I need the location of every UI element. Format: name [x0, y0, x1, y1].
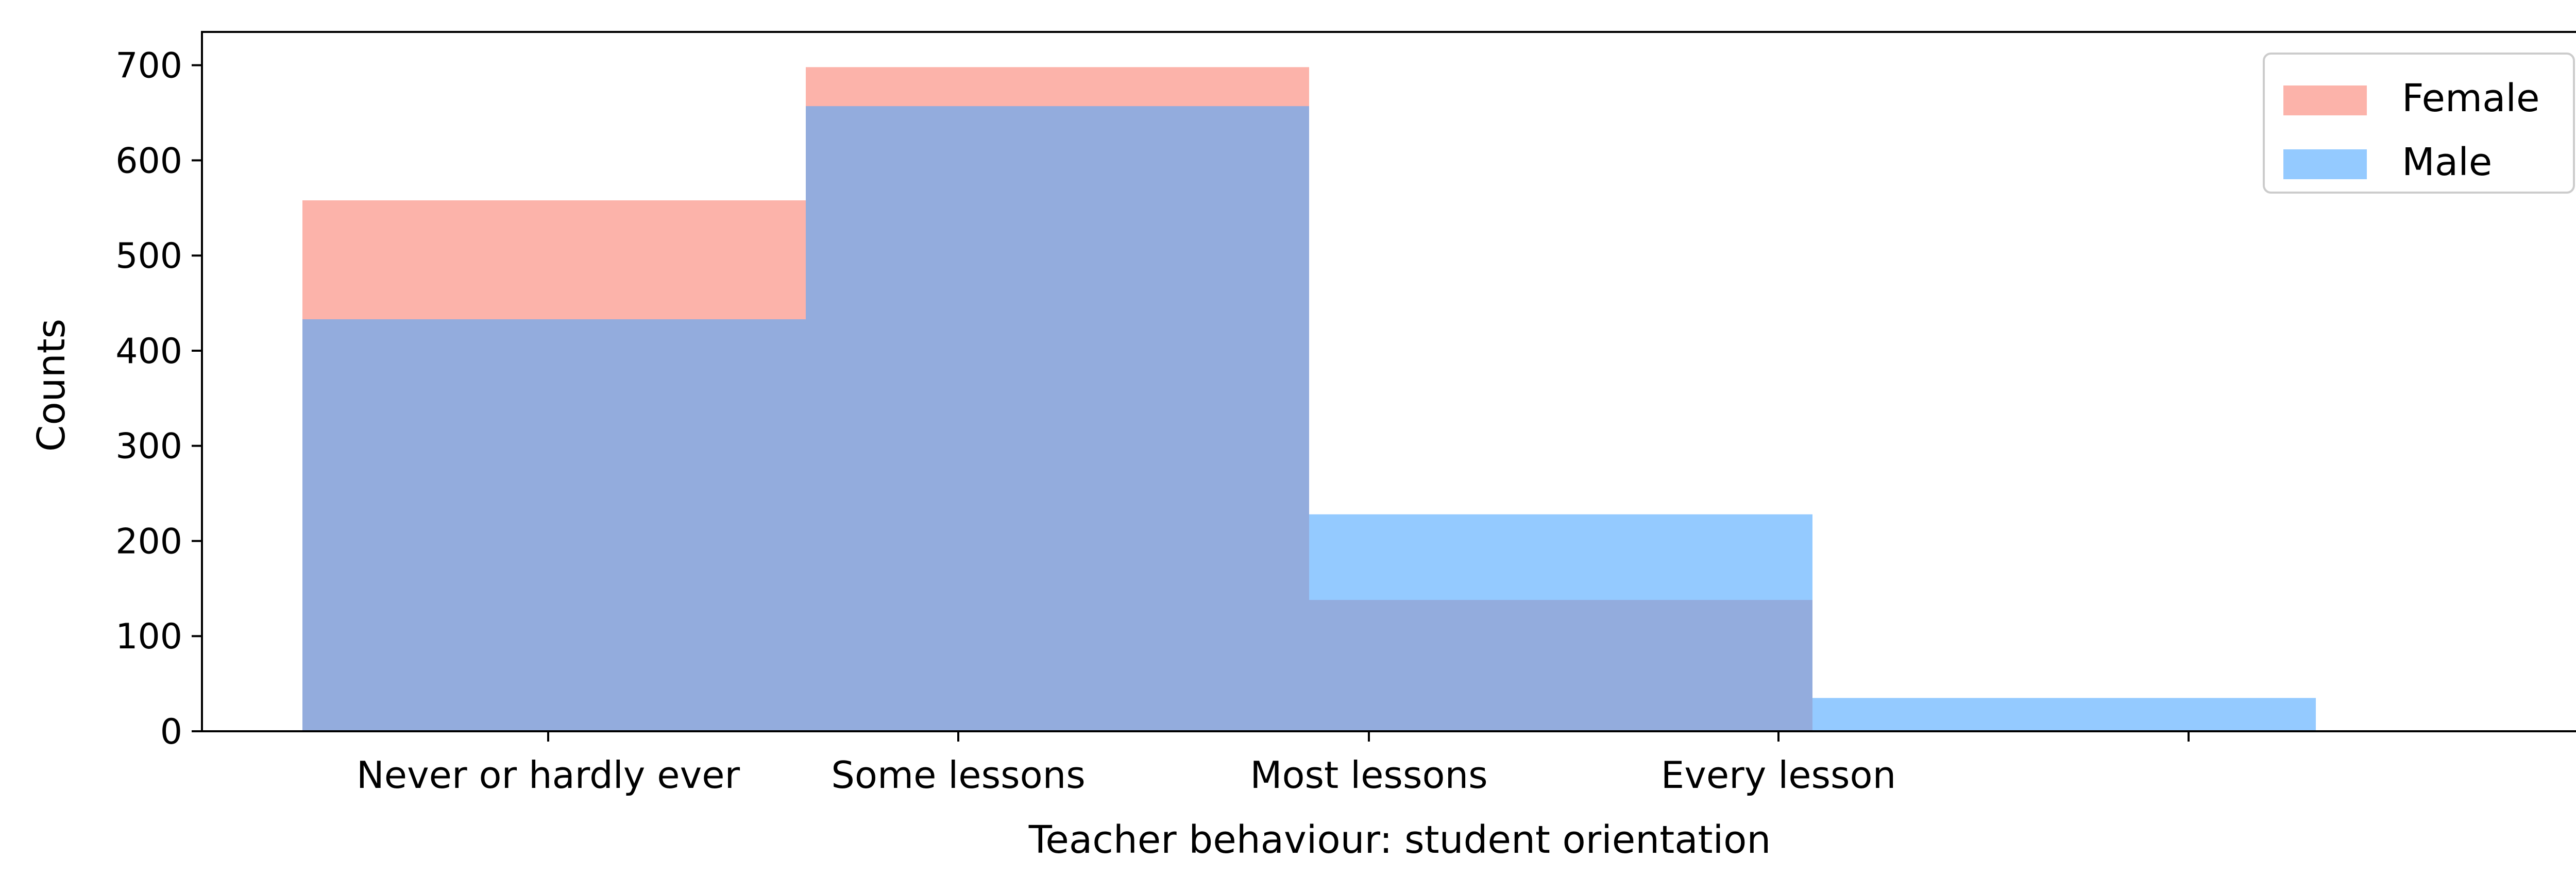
x-tick-label-0: Never or hardly ever: [357, 753, 740, 797]
x-tick-label-2: Most lessons: [1250, 753, 1487, 797]
y-tick-label-5: 500: [115, 236, 182, 277]
legend-label-male: Male: [2402, 140, 2492, 184]
y-tick-label-6: 600: [115, 141, 182, 181]
x-axis-title: Teacher behaviour: student orientation: [1028, 818, 1771, 862]
bars-layer: [302, 67, 2316, 732]
bar-male-3: [1812, 698, 2316, 731]
bar-male-1: [806, 106, 1309, 732]
legend-swatch-female: [2283, 85, 2367, 115]
y-tick-label-0: 0: [160, 712, 182, 752]
y-axis-title: Counts: [29, 319, 74, 452]
axes-layer: 0 100 200 300 400 500 600 700 Never or hardly ev…: [115, 31, 2576, 797]
plot-frame: [201, 31, 2576, 732]
y-tick-label-7: 700: [115, 46, 182, 87]
legend: Female Male: [2263, 53, 2575, 194]
y-tick-label-2: 200: [115, 521, 182, 562]
y-tick-label-4: 400: [115, 331, 182, 372]
x-tick-label-1: Some lessons: [831, 753, 1086, 797]
y-tick-label-1: 100: [115, 616, 182, 657]
legend-swatch-male: [2283, 149, 2367, 179]
x-tick-label-3: Every lesson: [1661, 753, 1896, 797]
y-tick-label-3: 300: [115, 426, 182, 467]
bar-male-2: [1309, 514, 1812, 731]
bar-male-0: [302, 319, 806, 731]
legend-label-female: Female: [2402, 76, 2540, 121]
